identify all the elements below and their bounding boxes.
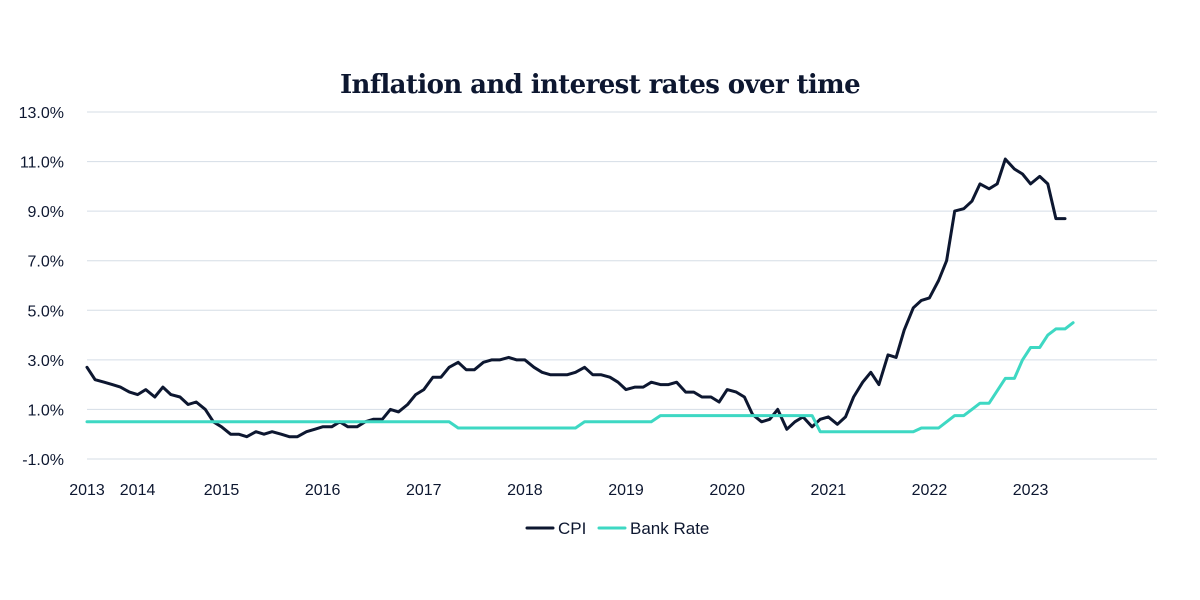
- chart-title: Inflation and interest rates over time: [340, 70, 860, 100]
- x-tick-label: 2017: [406, 482, 442, 499]
- legend-label: Bank Rate: [630, 519, 709, 538]
- x-tick-label: 2023: [1013, 482, 1049, 499]
- x-tick-label: 2020: [709, 482, 745, 499]
- y-tick-label: 3.0%: [28, 353, 64, 370]
- legend[interactable]: CPI Bank Rate: [525, 519, 709, 538]
- legend-label: CPI: [558, 519, 586, 538]
- y-tick-label: 11.0%: [20, 155, 64, 172]
- x-tick-label: 2022: [912, 482, 948, 499]
- legend-item-bank-rate[interactable]: Bank Rate: [597, 519, 709, 538]
- series-lines: [85, 157, 1075, 439]
- y-tick-label: -1.0%: [22, 452, 64, 469]
- y-tick-label: 5.0%: [28, 303, 64, 320]
- x-tick-label: 2015: [204, 482, 240, 499]
- x-tick-label: 2021: [811, 482, 847, 499]
- x-axis-ticks: 2013 2014 2015 2016 2017 2018 2019 2020 2021 2022…: [69, 482, 1048, 499]
- y-tick-label: 13.0%: [19, 105, 64, 122]
- x-tick-label: 2018: [507, 482, 543, 499]
- gridlines: [87, 111, 1157, 460]
- y-tick-label: 1.0%: [28, 402, 64, 419]
- y-tick-label: 7.0%: [28, 254, 64, 271]
- series-line-cpi: [85, 157, 1067, 439]
- x-tick-label: 2019: [608, 482, 644, 499]
- y-tick-label: 9.0%: [28, 204, 64, 221]
- y-axis-ticks: 13.0% 11.0% 9.0% 7.0% 5.0% 3.0% 1.0% -1.0%: [19, 105, 64, 469]
- x-tick-label: 2013: [69, 482, 105, 499]
- series-line-bank-rate: [85, 321, 1075, 434]
- x-tick-label: 2014: [120, 482, 156, 499]
- x-tick-label: 2016: [305, 482, 341, 499]
- legend-item-cpi[interactable]: CPI: [525, 519, 586, 538]
